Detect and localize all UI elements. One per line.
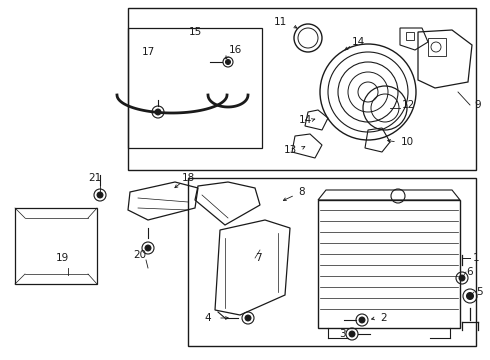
Text: 8: 8: [299, 187, 305, 197]
Circle shape: [155, 109, 161, 115]
Text: 21: 21: [88, 173, 101, 183]
Bar: [15, 208, 97, 284]
Text: 2: 2: [381, 313, 387, 323]
Text: 17: 17: [142, 47, 155, 57]
Circle shape: [97, 192, 103, 198]
Text: 14: 14: [351, 37, 365, 47]
Circle shape: [459, 275, 465, 281]
Text: 9: 9: [475, 100, 481, 110]
Text: 15: 15: [188, 27, 201, 37]
Circle shape: [145, 245, 151, 251]
Circle shape: [245, 315, 251, 321]
Text: 1: 1: [473, 253, 479, 263]
Text: 20: 20: [133, 250, 147, 260]
Text: 12: 12: [401, 100, 415, 110]
Bar: [406, 32, 414, 40]
Bar: [188, 178, 476, 346]
Circle shape: [359, 317, 365, 323]
Text: 6: 6: [466, 267, 473, 277]
Circle shape: [225, 59, 230, 64]
Text: 3: 3: [339, 329, 345, 339]
Bar: [428, 38, 446, 56]
Text: 14: 14: [298, 115, 312, 125]
Circle shape: [349, 331, 355, 337]
Text: 10: 10: [400, 137, 414, 147]
Text: 18: 18: [181, 173, 195, 183]
Text: 16: 16: [228, 45, 242, 55]
Text: 7: 7: [255, 253, 261, 263]
Bar: [128, 28, 262, 148]
Text: 13: 13: [283, 145, 296, 155]
Bar: [128, 8, 476, 170]
Text: 19: 19: [55, 253, 69, 263]
Text: 5: 5: [476, 287, 482, 297]
Text: 4: 4: [205, 313, 211, 323]
Circle shape: [466, 292, 473, 300]
Text: 11: 11: [273, 17, 287, 27]
Bar: [318, 200, 460, 328]
